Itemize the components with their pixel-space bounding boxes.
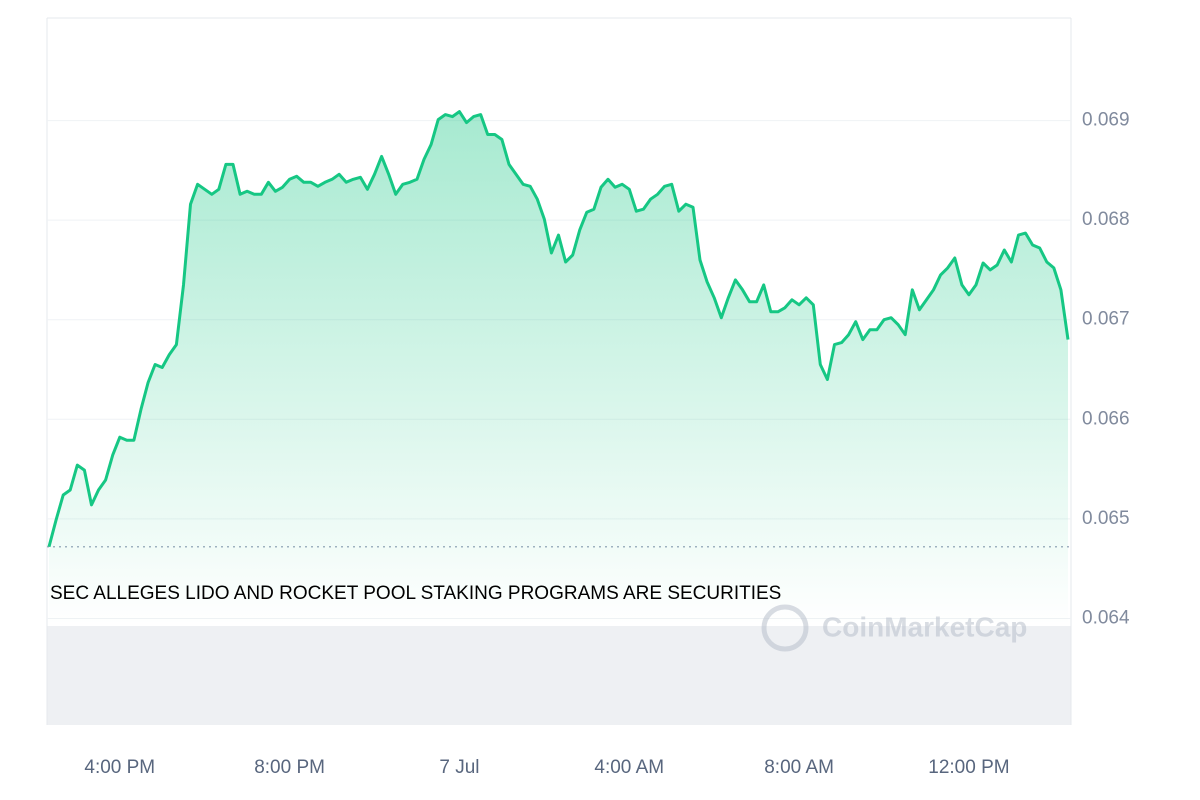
price-line xyxy=(47,110,1070,548)
annotation: SEC ALLEGES LIDO AND ROCKET POOL STAKING… xyxy=(50,583,781,604)
y-tick-label: 0.066 xyxy=(1082,408,1130,429)
watermark-logo xyxy=(761,604,809,652)
volume-area xyxy=(47,626,1071,725)
x-tick-label: 12:00 PM xyxy=(928,757,1009,778)
y-tick-label: 0.069 xyxy=(1082,110,1130,131)
y-tick-label: 0.065 xyxy=(1082,508,1130,529)
x-tick-label: 7 Jul xyxy=(439,757,479,778)
x-tick-label: 8:00 AM xyxy=(764,757,834,778)
y-tick-label: 0.067 xyxy=(1082,309,1130,330)
y-tick-label: 0.068 xyxy=(1082,209,1130,230)
x-tick-label: 4:00 PM xyxy=(84,757,155,778)
watermark: CoinMarketCap xyxy=(761,604,1027,652)
watermark-text: CoinMarketCap xyxy=(822,611,1027,642)
y-tick-label: 0.064 xyxy=(1082,607,1130,628)
price-area xyxy=(49,111,1068,626)
x-tick-label: 8:00 PM xyxy=(254,757,325,778)
x-tick-label: 4:00 AM xyxy=(594,757,664,778)
